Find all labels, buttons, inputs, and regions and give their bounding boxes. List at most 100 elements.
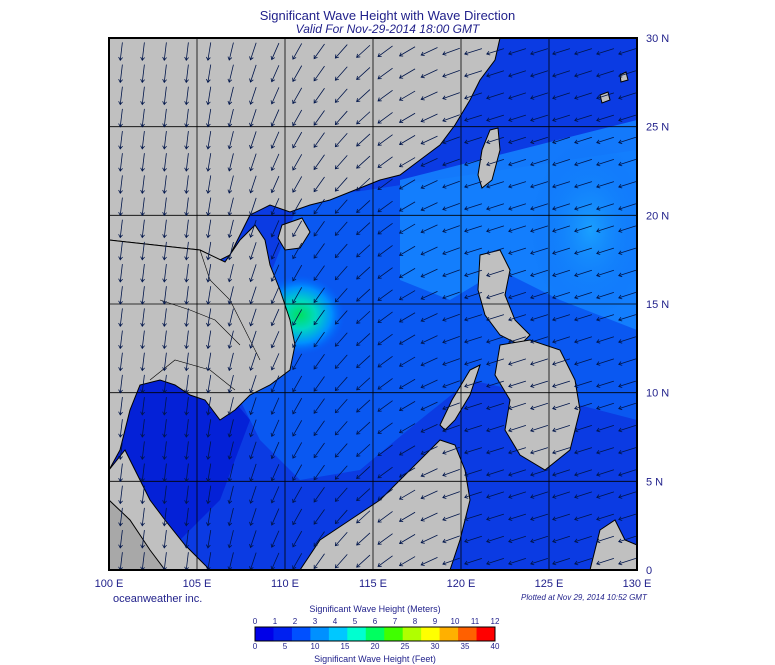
wave-arrow <box>334 199 348 214</box>
wave-arrow <box>227 131 234 150</box>
wave-arrow <box>442 291 460 300</box>
wave-arrow <box>442 47 460 56</box>
wave-arrow <box>227 330 234 349</box>
wave-arrow <box>618 136 637 145</box>
wave-arrow <box>420 69 438 79</box>
wave-arrow <box>464 136 483 145</box>
wave-arrow <box>552 225 571 233</box>
wave-arrow <box>530 203 549 211</box>
colorbar-feet-title: Significant Wave Height (Feet) <box>314 654 436 664</box>
wave-arrow <box>249 441 257 460</box>
wave-arrow <box>530 181 549 189</box>
wave-arrow <box>552 70 571 78</box>
wave-arrow <box>596 469 615 477</box>
wave-arrow <box>420 113 438 123</box>
wave-arrow <box>420 335 438 345</box>
wave-arrow <box>442 247 460 256</box>
wave-arrow <box>140 130 145 150</box>
wave-arrow <box>552 203 571 211</box>
wave-arrow <box>140 64 145 84</box>
wave-arrow <box>270 375 280 393</box>
wave-arrow <box>162 463 167 483</box>
wave-arrow <box>162 108 167 128</box>
wave-arrow <box>574 447 593 455</box>
wave-arrow <box>486 48 505 56</box>
lon-label: 110 E <box>271 578 299 590</box>
wave-arrow <box>486 114 505 122</box>
wave-arrow <box>184 86 189 106</box>
wave-arrow <box>140 552 145 570</box>
wave-arrow <box>486 269 505 278</box>
wave-arrow <box>552 402 571 411</box>
meters-tick: 2 <box>292 617 298 626</box>
wave-arrow <box>270 353 280 371</box>
wave-arrow <box>118 330 123 350</box>
wave-arrow <box>596 203 615 211</box>
wave-arrow <box>270 109 280 127</box>
feet-tick: 10 <box>310 642 320 651</box>
wave-arrow <box>618 358 637 366</box>
colorbar-meters-title: Significant Wave Height (Meters) <box>309 604 441 614</box>
wave-arrow <box>398 556 416 567</box>
wave-arrow <box>140 330 145 350</box>
meters-tick: 10 <box>450 617 460 626</box>
meters-tick: 4 <box>332 617 338 626</box>
wave-arrow <box>356 377 371 391</box>
feet-tick: 40 <box>490 642 500 651</box>
wave-arrow <box>292 530 303 548</box>
wave-arrow <box>227 197 234 216</box>
wave-arrow <box>552 513 571 521</box>
wave-arrow <box>292 397 303 415</box>
wave-arrow <box>377 400 393 412</box>
wave-arrow <box>618 203 637 211</box>
wave-arrow <box>508 380 527 388</box>
wave-arrow <box>118 42 123 61</box>
wave-arrow <box>618 558 637 566</box>
wave-arrow <box>552 269 571 278</box>
wave-arrow <box>292 353 303 371</box>
wave-arrow <box>596 269 615 278</box>
wave-arrow <box>292 420 303 437</box>
colorbar-swatch <box>255 627 274 641</box>
colorbar-swatch <box>402 627 422 641</box>
colorbar-swatch <box>273 627 293 641</box>
wave-arrow <box>552 558 571 566</box>
feet-tick: 30 <box>430 642 440 651</box>
wave-arrow <box>227 419 234 438</box>
wave-arrow <box>313 354 325 370</box>
wave-arrow <box>618 114 637 122</box>
lat-label: 15 N <box>646 299 669 311</box>
wave-arrow <box>442 358 460 366</box>
wave-arrow <box>398 201 416 212</box>
wave-arrow <box>552 159 571 167</box>
wave-arrow <box>313 331 325 348</box>
wave-arrow <box>356 355 371 369</box>
wave-arrow <box>270 220 280 238</box>
wave-arrow <box>118 86 123 106</box>
wave-arrow <box>227 397 234 416</box>
wave-arrow <box>464 159 483 167</box>
wave-arrow <box>356 421 371 435</box>
wave-arrow <box>140 263 145 283</box>
wave-arrow <box>249 530 257 549</box>
wave-arrow <box>140 396 145 416</box>
wave-arrow <box>313 65 325 82</box>
wave-arrow <box>552 336 571 344</box>
wave-arrow <box>486 136 505 145</box>
wave-arrow <box>118 463 123 483</box>
wave-arrow <box>618 70 637 78</box>
wave-arrow <box>313 464 325 481</box>
wave-arrow <box>508 314 527 322</box>
wave-arrow <box>140 108 145 128</box>
colorbar-feet-ticks: 0 5 10 15 20 25 30 35 40 <box>0 642 775 652</box>
wave-arrow <box>227 241 234 261</box>
wave-arrow <box>206 219 212 239</box>
wave-arrow <box>508 535 527 544</box>
wave-arrow <box>206 330 212 350</box>
wave-arrow <box>398 112 416 123</box>
wave-arrow <box>508 447 527 455</box>
wave-arrow <box>596 136 615 145</box>
wave-arrow <box>398 245 416 256</box>
wave-arrow <box>140 441 145 460</box>
